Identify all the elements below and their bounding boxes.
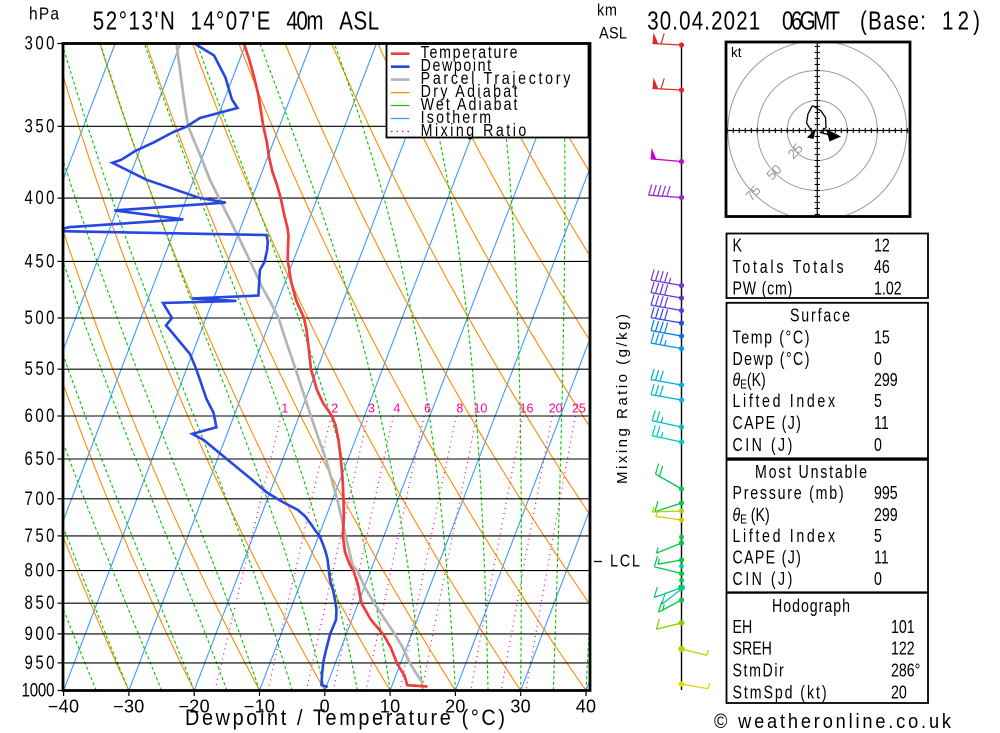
svg-text:Dewp (°C): Dewp (°C): [733, 349, 810, 369]
svg-text:11: 11: [874, 548, 889, 568]
svg-text:Lifted Index: Lifted Index: [733, 391, 836, 411]
svg-text:350: 350: [25, 114, 55, 137]
svg-text:θE (K): θE (K): [733, 505, 770, 527]
svg-text:900: 900: [25, 622, 55, 645]
svg-text:06GMT: 06GMT: [782, 6, 840, 35]
svg-text:25: 25: [785, 141, 806, 162]
svg-text:12: 12: [874, 236, 890, 256]
svg-text:hPa: hPa: [29, 3, 60, 23]
svg-text:Temp (°C): Temp (°C): [733, 328, 810, 348]
svg-text:Hodograph: Hodograph: [772, 596, 850, 616]
svg-text:11: 11: [874, 413, 889, 433]
svg-text:Mixing Ratio (g/kg): Mixing Ratio (g/kg): [614, 314, 631, 484]
svg-text:StmDir: StmDir: [733, 661, 785, 681]
svg-text:15: 15: [874, 328, 890, 348]
svg-text:(Base:: (Base:: [860, 6, 926, 35]
svg-text:122: 122: [891, 639, 915, 659]
svg-text:Totals Totals: Totals Totals: [733, 257, 844, 277]
svg-text:25: 25: [572, 402, 586, 416]
svg-text:20: 20: [445, 697, 466, 717]
svg-text:Most Unstable: Most Unstable: [755, 462, 867, 482]
svg-text:PW (cm): PW (cm): [733, 279, 793, 299]
svg-text:286°: 286°: [891, 661, 920, 681]
svg-text:−30: −30: [113, 697, 144, 717]
svg-text:46: 46: [874, 257, 890, 277]
svg-text:500: 500: [25, 306, 55, 329]
svg-text:km: km: [597, 2, 617, 20]
svg-text:−10: −10: [244, 697, 275, 717]
svg-text:ASL: ASL: [599, 25, 627, 43]
svg-text:Dry Adiabat: Dry Adiabat: [421, 83, 518, 102]
svg-text:1000: 1000: [22, 678, 55, 701]
svg-text:650: 650: [25, 447, 55, 470]
svg-text:950: 950: [25, 651, 55, 674]
svg-text:ASL: ASL: [339, 6, 379, 35]
svg-text:LCL: LCL: [610, 552, 640, 570]
svg-text:850: 850: [25, 591, 55, 614]
svg-text:θE(K): θE(K): [733, 370, 766, 392]
svg-text:5: 5: [874, 391, 882, 411]
svg-text:450: 450: [25, 249, 55, 272]
svg-text:10: 10: [380, 697, 401, 717]
svg-text:Dewpoint / Temperature (°C): Dewpoint / Temperature (°C): [185, 706, 505, 730]
svg-text:400: 400: [25, 186, 55, 209]
svg-text:6: 6: [424, 402, 431, 416]
svg-text:EH: EH: [733, 617, 753, 637]
svg-text:0: 0: [874, 569, 882, 589]
svg-text:300: 300: [25, 31, 55, 54]
svg-text:600: 600: [25, 404, 55, 427]
svg-text:550: 550: [25, 357, 55, 380]
svg-text:−20: −20: [178, 697, 209, 717]
svg-text:StmSpd (kt): StmSpd (kt): [733, 683, 827, 703]
svg-text:Surface: Surface: [790, 306, 850, 326]
svg-text:52°13'N: 52°13'N: [93, 6, 175, 35]
svg-text:SREH: SREH: [733, 639, 772, 659]
svg-text:101: 101: [891, 617, 915, 637]
svg-text:CAPE (J): CAPE (J): [733, 548, 801, 568]
svg-text:4: 4: [393, 402, 400, 416]
svg-text:kt: kt: [731, 45, 742, 60]
svg-text:CAPE (J): CAPE (J): [733, 413, 801, 433]
svg-text:Mixing Ratio: Mixing Ratio: [421, 122, 527, 141]
svg-text:30.04.2021: 30.04.2021: [647, 6, 760, 35]
svg-text:© weatheronline.co.uk: © weatheronline.co.uk: [714, 711, 951, 733]
svg-text:40m: 40m: [286, 6, 323, 35]
svg-text:Dewpoint: Dewpoint: [421, 57, 492, 76]
svg-text:2: 2: [331, 402, 338, 416]
svg-text:Temperature: Temperature: [421, 44, 518, 63]
svg-text:1: 1: [281, 402, 288, 416]
svg-text:40: 40: [576, 697, 597, 717]
svg-text:Lifted Index: Lifted Index: [733, 526, 836, 546]
svg-text:20: 20: [549, 402, 563, 416]
svg-text:12): 12): [942, 6, 980, 35]
svg-text:299: 299: [874, 505, 898, 525]
svg-text:0: 0: [874, 349, 882, 369]
svg-text:1.02: 1.02: [874, 279, 902, 299]
svg-text:Wet Adiabat: Wet Adiabat: [421, 96, 518, 115]
svg-text:800: 800: [25, 559, 55, 582]
svg-text:10: 10: [473, 402, 487, 416]
svg-text:700: 700: [25, 487, 55, 510]
svg-text:−40: −40: [48, 697, 79, 717]
svg-text:995: 995: [874, 483, 898, 503]
svg-text:0: 0: [874, 435, 882, 455]
svg-text:16: 16: [520, 402, 534, 416]
svg-text:50: 50: [763, 162, 784, 183]
svg-text:20: 20: [891, 683, 907, 703]
svg-text:Pressure (mb): Pressure (mb): [733, 483, 844, 503]
svg-text:8: 8: [456, 402, 463, 416]
svg-text:Isotherm: Isotherm: [421, 109, 491, 128]
svg-text:30: 30: [510, 697, 531, 717]
svg-text:14°07'E: 14°07'E: [190, 6, 270, 35]
svg-text:5: 5: [874, 526, 882, 546]
svg-text:299: 299: [874, 370, 898, 390]
svg-text:3: 3: [368, 402, 375, 416]
svg-text:0: 0: [320, 697, 330, 717]
svg-text:K: K: [733, 236, 743, 256]
svg-text:750: 750: [25, 524, 55, 547]
svg-text:75: 75: [743, 183, 764, 204]
